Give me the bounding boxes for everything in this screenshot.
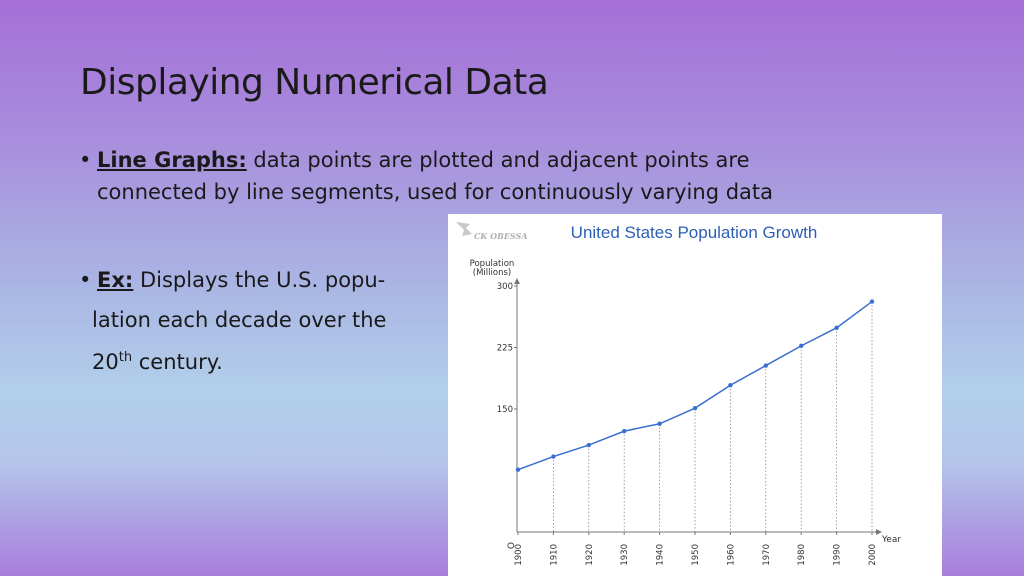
y-tick-label: 300 (497, 282, 513, 292)
watermark-text: CK OBESSA (474, 231, 528, 241)
bullet2-text-3-main: 20 (92, 350, 119, 374)
watermark-logo: CK OBESSA (456, 222, 528, 241)
x-tick-label: 1970 (762, 544, 772, 566)
data-point (551, 454, 556, 459)
bullet-line-graphs: • Line Graphs: data points are plotted a… (79, 144, 774, 208)
x-tick-label: 1990 (833, 544, 843, 566)
x-tick-label: 1900 (514, 544, 524, 566)
data-point (834, 325, 839, 331)
bullet1-text-2: connected by line segments, used for con… (97, 180, 774, 204)
data-point (869, 299, 875, 304)
bullet-dot: • (79, 148, 92, 172)
population-chart: CK OBESSA United States Population Growt… (448, 214, 942, 576)
bullet2-text-3: 20th century. (92, 350, 223, 374)
drop-lines (553, 301, 873, 532)
slide-title: Displaying Numerical Data (80, 62, 549, 103)
y-axis-label-2: (Millions) (473, 268, 511, 278)
y-axis-arrow (514, 278, 520, 284)
term-line-graphs: Line Graphs: (97, 148, 247, 172)
data-point (657, 421, 662, 426)
term-ex: Ex: (97, 268, 134, 292)
data-point (728, 383, 733, 388)
bullet1-text-1: data points are plotted and adjacent poi… (246, 148, 750, 172)
data-point (515, 467, 521, 472)
bullet2-text-1: Displays the U.S. popu- (133, 268, 386, 292)
origin-label: O (507, 542, 517, 549)
y-tick-label: 225 (497, 344, 513, 354)
x-tick-label: 1910 (549, 544, 559, 566)
data-point (799, 343, 804, 349)
x-axis-label: Year (881, 535, 901, 545)
x-tick-label: 2000 (868, 544, 878, 566)
bullet2-text-2: lation each decade over the (92, 308, 387, 332)
y-ticks: 150 225 300 (497, 282, 517, 415)
y-axis-label-1: Population (470, 259, 515, 269)
bullet-dot: • (79, 268, 92, 292)
x-axis-arrow (876, 529, 882, 535)
x-ticks: 1900 1910 1920 1930 1940 1950 1960 1970 1980 1990… (514, 532, 878, 566)
bullet2-text-3-rest: century. (132, 350, 223, 374)
x-tick-label: 1930 (620, 544, 630, 566)
chart-svg: CK OBESSA United States Population Growt… (456, 222, 901, 566)
x-tick-label: 1980 (797, 544, 807, 566)
x-tick-label: 1960 (726, 544, 736, 566)
chart-title: United States Population Growth (571, 223, 818, 242)
data-point (763, 363, 768, 368)
x-tick-label: 1920 (585, 544, 595, 566)
data-point (622, 428, 627, 434)
bullet2-text-3-sup: th (118, 350, 133, 365)
y-tick-label: 150 (497, 405, 513, 415)
watermark-icon (456, 222, 472, 236)
data-point (586, 442, 591, 448)
data-points (515, 299, 875, 472)
data-point (692, 405, 698, 411)
bullet-example: • Ex: Displays the U.S. popu- (79, 264, 386, 296)
x-tick-label: 1940 (656, 544, 666, 566)
x-tick-label: 1950 (691, 544, 701, 566)
